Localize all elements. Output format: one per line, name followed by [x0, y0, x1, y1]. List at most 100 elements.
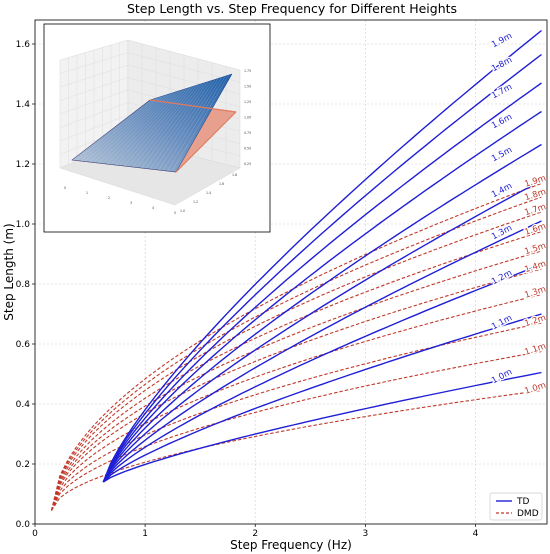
inset-surface-mesh — [136, 83, 202, 168]
y-tick-label: 1.2 — [16, 160, 30, 170]
y-tick-label: 1.4 — [16, 100, 31, 110]
y-tick-label: 0.0 — [16, 520, 31, 530]
inset-surface-mesh — [115, 89, 185, 166]
td-line-1.5m — [102, 143, 542, 483]
td-line-1.9m — [102, 29, 542, 483]
inset-surface-mesh — [145, 81, 209, 169]
legend-dmd-label: DMD — [517, 509, 539, 519]
td-line-1.6m — [102, 110, 542, 483]
inset-grid — [59, 89, 129, 115]
inset-surface-mesh — [119, 87, 188, 166]
inset-z-tick: 0.25 — [244, 162, 251, 166]
chart-title: Step Length vs. Step Frequency for Diffe… — [127, 1, 457, 16]
dmd-line-1.8m — [50, 196, 542, 511]
inset-surface-mesh — [89, 95, 164, 163]
inset-surface-mesh — [171, 74, 229, 172]
dmd-line-1.3m — [50, 293, 542, 511]
inset-surface-mesh — [132, 84, 198, 168]
legend-td-label: TD — [516, 497, 529, 507]
inset-y-tick: 1.0 — [180, 209, 185, 213]
y-tick-label: 0.4 — [16, 400, 31, 410]
inset-surface-mesh — [84, 96, 161, 162]
axis-ticks: 0 1 2 3 4 0.0 0.2 0.4 0.6 0.8 1.0 1.2 1.4 1.6 — [16, 40, 479, 539]
curve-labels-group: 1.0m 1.1m 1.2m 1.3m 1.4m 1.5m 1.6m 1.7m 1.8m 1.9m… — [489, 30, 549, 398]
inset-surface — [71, 73, 237, 173]
inset-z-tick: 0.75 — [244, 131, 251, 135]
td-curve-label: 1.7m — [490, 82, 514, 101]
inset-z-tick: 1.75 — [244, 69, 251, 73]
inset-y-tick: 1.8 — [232, 173, 237, 177]
inset-grid — [59, 114, 129, 142]
td-line-1.2m — [102, 263, 542, 483]
inset-surface-mesh — [162, 77, 222, 171]
td-curve-label: 1.9m — [490, 31, 514, 50]
y-tick-label: 0.6 — [16, 340, 31, 350]
inset-y-tick: 1.6 — [219, 182, 224, 186]
y-axis-label: Step Length (m) — [2, 223, 16, 320]
inset-surface-mesh — [128, 85, 195, 167]
inset-x-tick: 2 — [108, 196, 110, 200]
inset-surface-edge — [149, 99, 237, 113]
plot-frame — [34, 19, 548, 525]
x-tick-label: 3 — [362, 529, 368, 539]
x-axis-label: Step Frequency (Hz) — [230, 538, 352, 552]
dmd-line-1.5m — [50, 250, 542, 511]
td-curve-label: 1.2m — [490, 268, 514, 287]
x-tick-label: 0 — [32, 529, 38, 539]
inset-x-tick: 0 — [64, 186, 66, 190]
inset-surface-mesh — [158, 78, 219, 171]
inset-surface-mesh — [141, 82, 205, 169]
inset-surface-mesh — [154, 79, 216, 170]
dmd-line-1.7m — [50, 211, 542, 511]
inset-x-tick: 3 — [130, 201, 132, 205]
td-curve-label: 1.8m — [490, 55, 514, 74]
inset-x-tick: 4 — [152, 206, 154, 210]
inset-grid — [59, 102, 129, 128]
dmd-line-1.1m — [51, 350, 542, 511]
inset-z-tick: 1.50 — [244, 85, 251, 89]
inset-surface-edge — [175, 111, 237, 173]
inset-x-tick: 1 — [86, 191, 88, 195]
td-line-1.8m — [102, 53, 542, 483]
inset-surface-mesh — [167, 76, 226, 172]
inset-z-tick: 1.25 — [244, 100, 251, 104]
inset-y-tick: 1.4 — [206, 191, 211, 195]
dmd-line-1.6m — [50, 230, 542, 511]
inset-x-tick: 5 — [174, 211, 176, 215]
y-tick-label: 1.6 — [16, 40, 31, 50]
inset-surface-mesh — [123, 86, 192, 167]
td-curve-label: 1.1m — [490, 313, 514, 332]
td-curve-label: 1.6m — [490, 112, 514, 131]
dmd-line-1.0m — [51, 389, 542, 511]
inset-surface-mesh — [106, 91, 178, 165]
inset-td-surface — [71, 73, 233, 173]
dmd-curve-label: 1.4m — [523, 259, 547, 275]
y-tick-label: 0.2 — [16, 460, 30, 470]
inset-surface-mesh — [102, 92, 175, 164]
inset-surface-mesh — [93, 94, 168, 163]
inset-z-tick: 1.00 — [244, 116, 251, 120]
dmd-curve-label: 1.0m — [523, 380, 547, 396]
inset-y-tick: 1.2 — [193, 200, 198, 204]
td-line-1.1m — [102, 313, 542, 483]
y-tick-label: 1.0 — [16, 220, 31, 230]
x-tick-label: 2 — [252, 529, 258, 539]
dmd-line-1.2m — [50, 322, 542, 511]
inset-z-tick: 0.50 — [244, 147, 251, 151]
td-line-1.7m — [102, 82, 542, 483]
td-series-group — [102, 29, 542, 483]
td-line-1.3m — [102, 220, 542, 483]
dmd-curve-label: 1.2m — [523, 313, 547, 329]
legend: TD DMD — [489, 492, 543, 521]
x-tick-label: 4 — [473, 529, 479, 539]
inset-surface-mesh — [97, 93, 171, 164]
dmd-curve-label: 1.5m — [523, 241, 547, 257]
td-curve-label: 1.5m — [490, 145, 514, 164]
td-line-1.4m — [102, 179, 542, 483]
inset-surface-mesh — [80, 97, 157, 162]
inset-ticks: 0.25 0.50 0.75 1.00 1.25 1.50 1.75 0 1 2 3 4 5 1.0 1.2… — [64, 69, 251, 215]
y-tick-label: 0.8 — [16, 280, 31, 290]
dmd-line-1.4m — [50, 268, 542, 511]
td-line-1.0m — [102, 371, 542, 483]
